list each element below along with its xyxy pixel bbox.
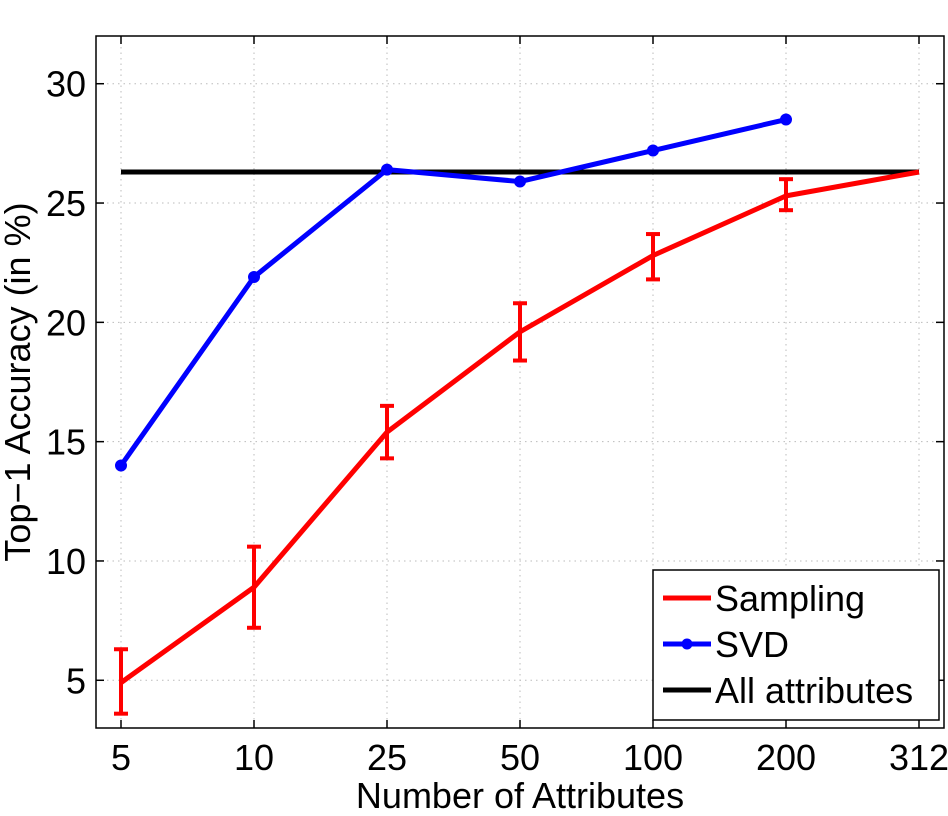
data-point [514,175,526,188]
x-tick-label: 312 [889,737,948,778]
legend-label-all-attributes: All attributes [715,670,913,711]
y-tick-label: 25 [46,183,86,224]
data-point [381,163,393,176]
ticks [96,36,944,728]
legend: Sampling SVD All attributes [652,569,940,721]
series-layer [114,113,920,716]
x-tick-label: 10 [234,737,274,778]
data-point [115,459,127,472]
series-sampling [114,169,920,716]
y-tick-label: 5 [66,660,86,701]
legend-marker-svd [681,638,693,650]
x-tick-label: 200 [756,737,816,778]
x-axis-label: Number of Attributes [356,775,684,816]
x-tick-label: 25 [367,737,407,778]
x-tick-label: 5 [111,737,131,778]
legend-label-svd: SVD [715,624,789,665]
legend-label-sampling: Sampling [715,578,865,619]
y-tick-label: 15 [46,422,86,463]
y-tick-label: 30 [46,64,86,105]
y-tick-label: 20 [46,302,86,343]
data-point [780,113,792,126]
y-tick-label: 10 [46,541,86,582]
series-line-svd [118,117,787,467]
x-tick-label: 100 [623,737,683,778]
data-point [248,271,260,284]
series-svd [115,113,792,472]
x-tick-label: 50 [500,737,540,778]
data-point [647,144,659,157]
tick-labels: 5 10 25 50 100 200 312 5 10 15 20 25 30 [46,64,948,778]
y-axis-label: Top−1 Accuracy (in %) [0,202,38,561]
